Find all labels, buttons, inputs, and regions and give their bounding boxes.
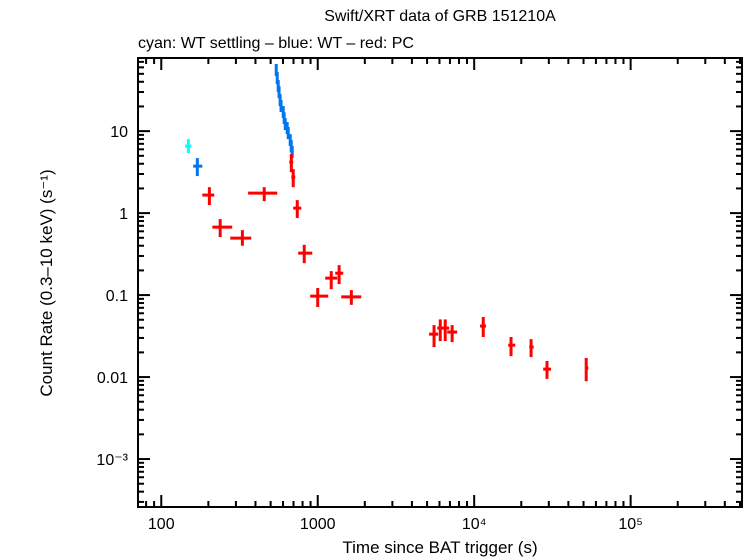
y-axis-label: Count Rate (0.3–10 keV) (s⁻¹) xyxy=(37,169,56,396)
data-point xyxy=(508,337,516,357)
data-point xyxy=(248,187,278,202)
data-point xyxy=(325,271,338,290)
data-point xyxy=(230,230,252,246)
data-point xyxy=(584,357,589,382)
data-point xyxy=(291,169,296,188)
data-point xyxy=(286,127,290,140)
data-point xyxy=(443,319,450,342)
data-point xyxy=(335,265,344,285)
y-tick-label: 10⁻³ xyxy=(96,452,128,469)
x-tick-label: 100 xyxy=(148,516,175,533)
chart-subtitle: cyan: WT settling – blue: WT – red: PC xyxy=(138,35,414,52)
data-point xyxy=(298,244,313,264)
x-axis-label: Time since BAT trigger (s) xyxy=(342,538,537,557)
data-point xyxy=(202,187,215,206)
x-tick-label: 10⁴ xyxy=(462,516,487,533)
data-point xyxy=(193,158,203,177)
x-tick-label: 10⁵ xyxy=(618,516,642,533)
y-tick-label: 0.1 xyxy=(106,288,128,305)
data-point xyxy=(429,325,439,348)
plot-frame xyxy=(137,57,743,508)
y-tick-label: 0.01 xyxy=(97,370,128,387)
data-point xyxy=(293,200,302,219)
data-point xyxy=(437,319,445,342)
y-tick-label: 10 xyxy=(110,124,128,141)
x-tick-label: 1000 xyxy=(300,516,336,533)
data-point xyxy=(480,317,486,338)
data-point xyxy=(289,154,294,173)
data-point xyxy=(341,290,362,305)
series-wt-settling xyxy=(185,139,192,154)
series-pc xyxy=(202,154,589,382)
chart-title: Swift/XRT data of GRB 151210A xyxy=(324,8,556,25)
data-point xyxy=(212,219,233,238)
series-wt xyxy=(193,63,294,177)
data-points xyxy=(185,63,589,382)
axes: 100 1000 10⁴ 10⁵ 10 1 0.1 0.01 10⁻³ xyxy=(96,58,742,533)
data-point xyxy=(543,361,552,379)
data-point xyxy=(185,139,192,154)
data-point xyxy=(310,288,329,308)
data-point xyxy=(529,339,534,358)
data-point xyxy=(447,325,458,343)
y-tick-label: 1 xyxy=(119,206,128,223)
